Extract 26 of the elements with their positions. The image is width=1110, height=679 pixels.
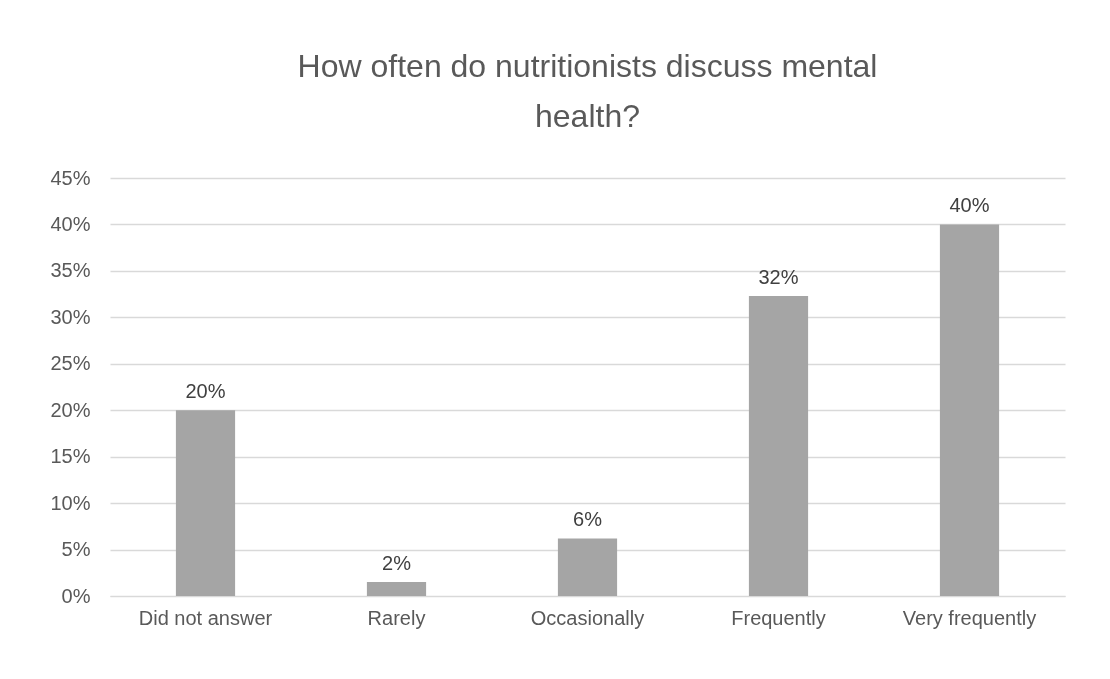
bar (557, 538, 618, 596)
bar (175, 410, 236, 596)
y-tick-label: 35% (50, 259, 91, 282)
chart-title: How often do nutritionists discuss mental health? (297, 48, 878, 134)
y-tick-label: 40% (50, 212, 91, 235)
y-tick-label: 10% (50, 491, 91, 514)
data-label: 2% (382, 552, 412, 575)
y-tick-label: 5% (61, 538, 91, 561)
x-tick-label: Did not answer (138, 606, 273, 629)
bar (939, 224, 1000, 596)
y-tick-label: 0% (61, 584, 91, 607)
x-tick-label: Occasionally (530, 606, 645, 629)
data-label: 20% (185, 380, 226, 403)
bar (366, 582, 427, 596)
bar (748, 295, 809, 596)
y-tick-label: 20% (50, 398, 91, 421)
y-tick-label: 15% (50, 445, 91, 468)
y-tick-label: 45% (50, 166, 91, 189)
x-tick-label: Frequently (731, 606, 826, 629)
data-label: 40% (949, 194, 990, 217)
x-tick-label: Very frequently (902, 606, 1037, 629)
x-tick-label: Rarely (367, 606, 426, 629)
y-tick-label: 30% (50, 305, 91, 328)
y-tick-label: 25% (50, 352, 91, 375)
data-label: 6% (573, 508, 603, 531)
data-label: 32% (758, 265, 799, 288)
